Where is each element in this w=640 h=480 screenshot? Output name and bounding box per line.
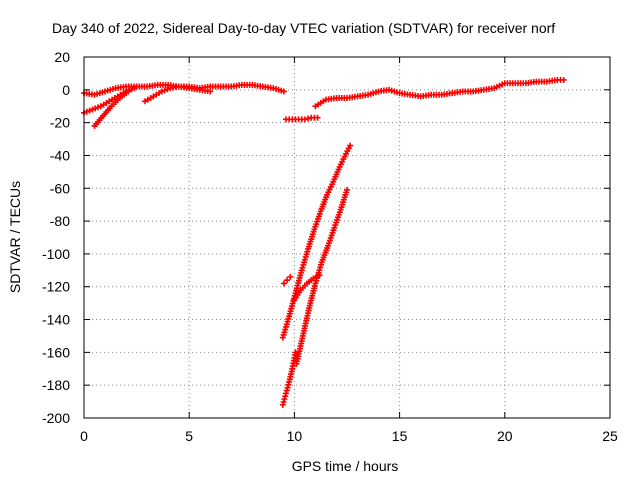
chart-title: Day 340 of 2022, Sidereal Day-to-day VTE… [52, 20, 555, 36]
data-point [292, 349, 299, 356]
data-point [161, 87, 168, 94]
data-point [280, 280, 287, 287]
data-point [83, 108, 90, 115]
data-point [95, 104, 102, 111]
data-point [207, 88, 214, 95]
data-point [301, 116, 308, 123]
x-axis-ticks: 0 5 10 15 20 25 [80, 57, 618, 444]
x-tick-label: 25 [602, 428, 618, 444]
data-point [284, 277, 291, 284]
data-point [128, 86, 135, 93]
y-tick-label: -120 [42, 279, 70, 295]
data-point [89, 106, 96, 113]
data-point [131, 85, 138, 92]
y-tick-label: -60 [50, 180, 70, 196]
series-9 [280, 273, 294, 287]
data-point [287, 273, 294, 280]
x-tick-label: 0 [80, 428, 88, 444]
data-points [81, 76, 567, 408]
y-axis-ticks: 20 0 -20 -40 -60 -80 -100 -120 -140 -160 -180 -200 [42, 49, 610, 426]
grid-lines [84, 57, 610, 418]
series-7 [279, 142, 354, 341]
data-point [92, 105, 99, 112]
y-tick-label: -40 [50, 147, 70, 163]
y-tick-label: -20 [50, 115, 70, 131]
data-point [310, 275, 317, 282]
data-point [158, 88, 165, 95]
data-point [347, 142, 354, 149]
series-10 [293, 186, 350, 367]
y-tick-label: 20 [54, 49, 70, 65]
y-tick-label: -80 [50, 213, 70, 229]
data-point [86, 107, 93, 114]
series-8 [279, 349, 299, 408]
data-point [305, 115, 312, 122]
y-axis-label: SDTVAR / TECUs [7, 181, 23, 293]
data-point [164, 86, 171, 93]
data-point [560, 76, 567, 83]
data-point [280, 88, 287, 95]
y-tick-label: -100 [42, 246, 70, 262]
y-tick-label: 0 [62, 82, 70, 98]
data-point [316, 272, 323, 279]
data-point [314, 114, 321, 121]
x-axis-label: GPS time / hours [292, 458, 399, 474]
data-point [344, 186, 350, 193]
data-point [313, 273, 320, 280]
plot-frame [83, 56, 611, 419]
y-tick-label: -180 [42, 377, 70, 393]
y-tick-label: -200 [42, 410, 70, 426]
series-6 [312, 76, 567, 110]
data-point [125, 88, 132, 95]
x-tick-label: 15 [392, 428, 408, 444]
x-tick-label: 5 [185, 428, 193, 444]
x-tick-label: 20 [497, 428, 513, 444]
series-11 [291, 272, 323, 303]
series-5 [282, 114, 321, 123]
series-4 [142, 83, 214, 105]
series-3 [91, 88, 132, 129]
y-tick-label: -160 [42, 344, 70, 360]
y-tick-label: -140 [42, 312, 70, 328]
x-tick-label: 10 [287, 428, 303, 444]
